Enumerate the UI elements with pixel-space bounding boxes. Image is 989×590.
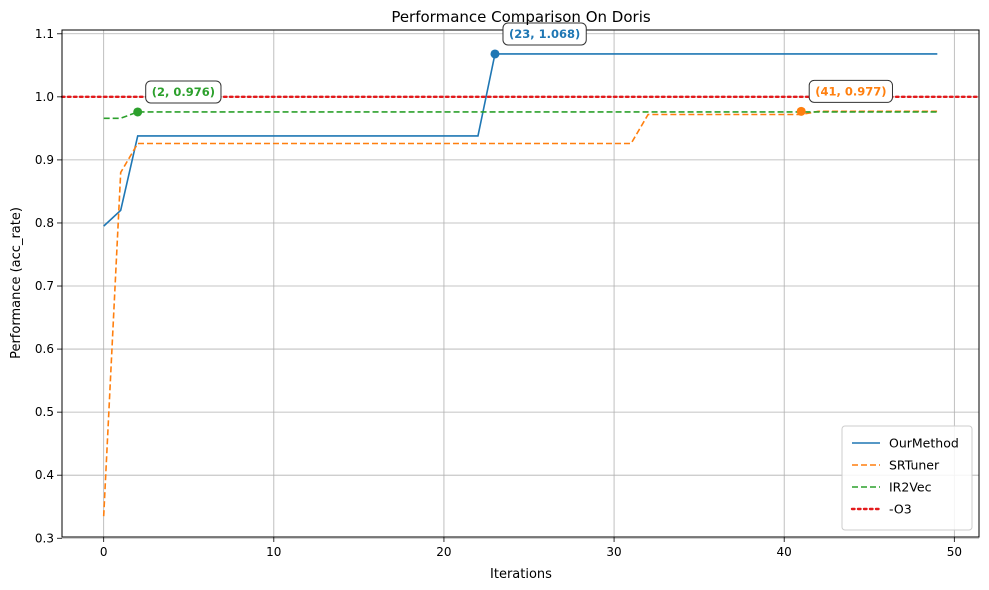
y-tick-label: 0.8 [35, 216, 54, 230]
legend: OurMethod SRTuner IR2Vec -O3 [841, 425, 973, 531]
series-line-ir2vec [103, 111, 938, 120]
y-tick-label: 1.0 [35, 90, 54, 104]
annotations: (2, 0.976) (23, 1.068) (41, 0.977) [133, 22, 893, 117]
x-axis-label: Iterations [490, 567, 552, 582]
legend-box [841, 425, 973, 531]
annotation-label: (2, 0.976) [152, 85, 215, 99]
y-tick-label: 0.7 [35, 279, 54, 293]
x-tick-label: 10 [266, 545, 281, 559]
legend-label-o3: -O3 [889, 502, 912, 517]
annotation-marker [490, 49, 500, 59]
legend-label-srtuner: SRTuner [889, 458, 940, 473]
y-tick-label: 0.4 [35, 468, 54, 482]
legend-label-ourmethod: OurMethod [889, 436, 959, 451]
series-line-ourmethod [103, 53, 938, 227]
x-tick-label: 30 [606, 545, 621, 559]
y-tick-label: 0.3 [35, 531, 54, 545]
chart-title: Performance Comparison On Doris [391, 8, 651, 26]
legend-label-ir2vec: IR2Vec [889, 480, 932, 495]
x-tick-label: 40 [777, 545, 792, 559]
annotation-marker [133, 107, 143, 117]
annotation-box [502, 22, 587, 46]
annotation-marker [796, 106, 806, 116]
annotation-box [145, 80, 222, 104]
y-tick-label: 1.1 [35, 27, 54, 41]
plot-frame [61, 29, 980, 538]
annotation-box [808, 79, 893, 103]
x-tick-label: 0 [100, 545, 108, 559]
y-tick-label: 0.6 [35, 342, 54, 356]
series-line-srtuner [102, 110, 938, 517]
x-tick-label: 50 [947, 545, 962, 559]
y-axis-label: Performance (acc_rate) [9, 207, 24, 359]
annotation-label: (23, 1.068) [509, 27, 580, 41]
y-tick-label: 0.9 [35, 153, 54, 167]
axes: 0 10 20 30 40 50 0.3 0.4 0.5 0.6 0.7 0.8 0.9 1.0 1.1 [35, 27, 980, 559]
y-tick-label: 0.5 [35, 405, 54, 419]
grid-lines [62, 30, 979, 539]
x-tick-label: 20 [436, 545, 451, 559]
plot-series [60, 53, 981, 517]
annotation-label: (41, 0.977) [815, 84, 886, 98]
